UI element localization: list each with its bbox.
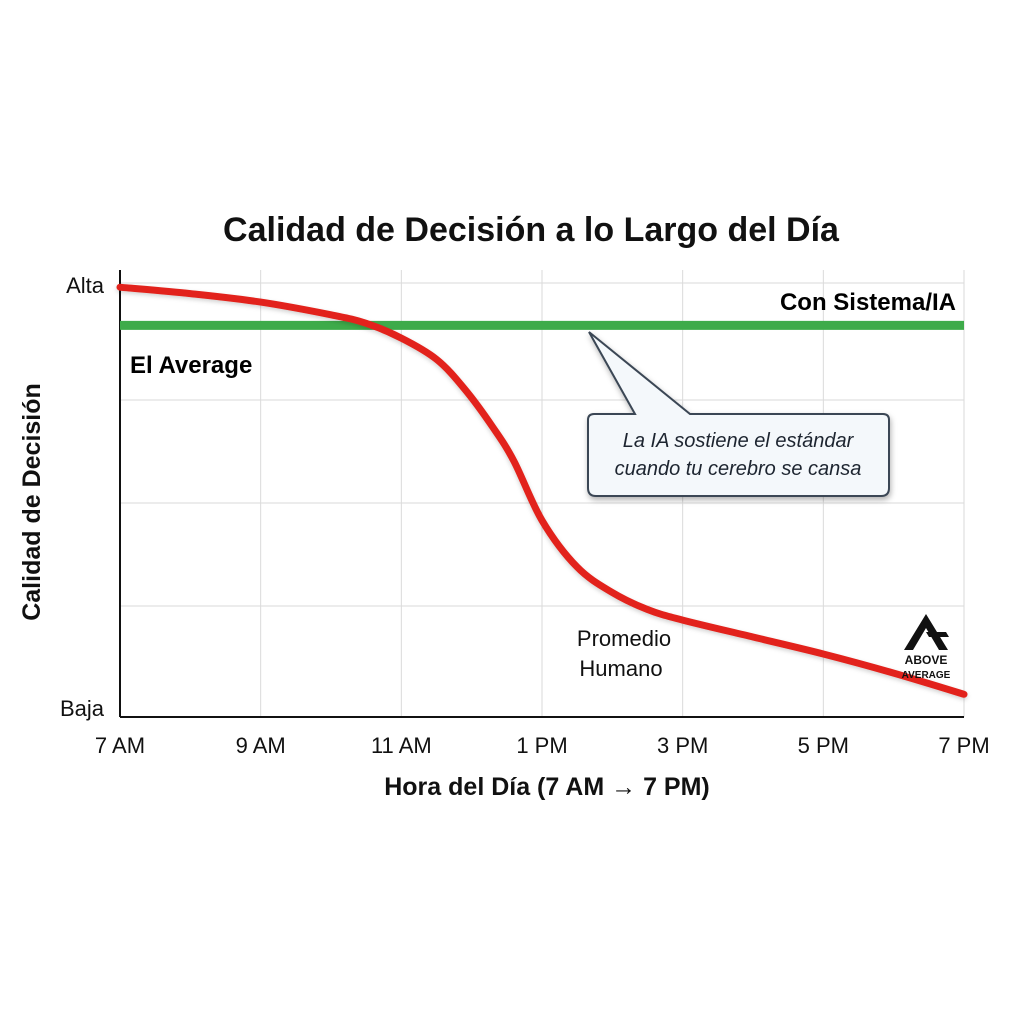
chart-title: Calidad de Decisión a lo Largo del Día xyxy=(223,211,840,249)
x-tick-label: 3 PM xyxy=(657,733,708,758)
series-label-ai: Con Sistema/IA xyxy=(780,289,956,316)
x-axis-title: Hora del Día (7 AM → 7 PM) xyxy=(384,773,710,801)
callout-text-line2: cuando tu cerebro se cansa xyxy=(615,458,862,480)
callout-bubble xyxy=(587,331,890,497)
x-tick-labels: 7 AM 9 AM 11 AM 1 PM 3 PM 5 PM 7 PM xyxy=(95,733,990,758)
human-label-line2: Humano xyxy=(579,656,662,681)
callout-text-line1: La IA sostiene el estándar xyxy=(623,430,855,452)
logo-text-line2: AVERAGE xyxy=(902,670,951,681)
x-tick-label: 5 PM xyxy=(798,733,849,758)
x-tick-label: 7 AM xyxy=(95,733,145,758)
logo-bar-icon xyxy=(926,632,949,637)
series-layer xyxy=(116,283,968,698)
y-axis-title: Calidad de Decisión xyxy=(18,383,46,621)
human-label-line1: Promedio xyxy=(577,626,671,651)
x-tick-label: 9 AM xyxy=(236,733,286,758)
x-tick-label: 7 PM xyxy=(938,733,989,758)
callout xyxy=(587,331,890,497)
x-tick-label: 1 PM xyxy=(516,733,567,758)
y-tick-label-high: Alta xyxy=(66,273,105,298)
logo-text-line1: ABOVE xyxy=(905,653,948,667)
series-label-average: El Average xyxy=(130,352,252,379)
above-average-logo: ABOVE AVERAGE xyxy=(902,614,951,681)
logo-a-icon xyxy=(904,614,948,650)
series-line-average xyxy=(116,283,968,698)
x-tick-label: 11 AM xyxy=(371,733,432,758)
y-tick-label-low: Baja xyxy=(60,696,105,721)
